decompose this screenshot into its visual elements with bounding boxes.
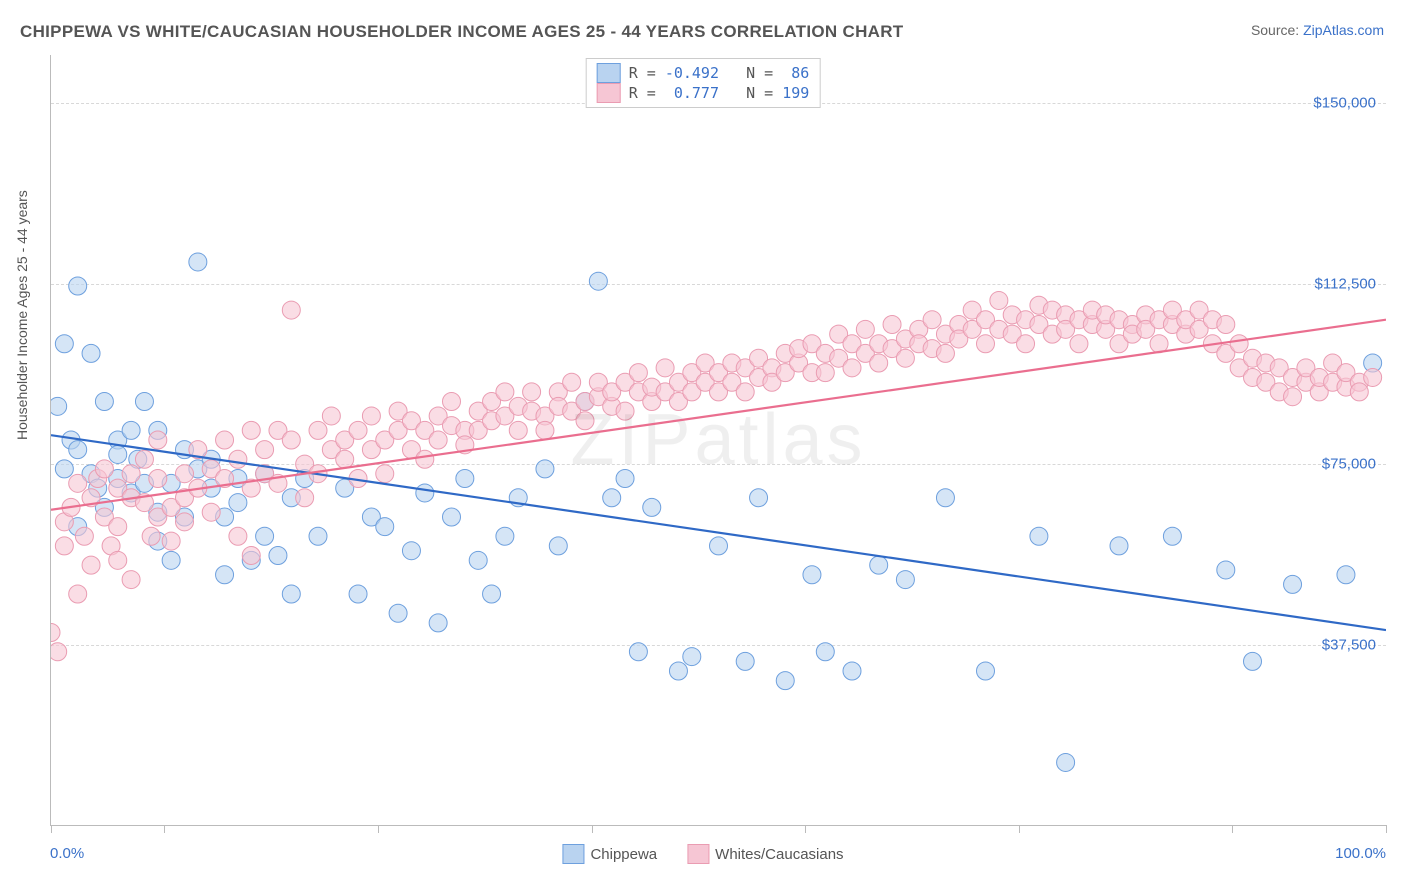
legend-label: Chippewa [590, 846, 657, 863]
x-tick [1019, 825, 1020, 833]
source-label: Source: ZipAtlas.com [1251, 22, 1384, 38]
x-tick [1232, 825, 1233, 833]
legend-swatch [597, 63, 621, 83]
chart-title: CHIPPEWA VS WHITE/CAUCASIAN HOUSEHOLDER … [20, 22, 903, 42]
regression-lines-layer [51, 55, 1386, 825]
legend-swatch [687, 844, 709, 864]
source-link[interactable]: ZipAtlas.com [1303, 22, 1384, 38]
x-tick [164, 825, 165, 833]
x-tick [51, 825, 52, 833]
legend-item: Whites/Caucasians [687, 844, 843, 864]
correlation-legend-row: R = 0.777 N = 199 [597, 83, 810, 103]
x-axis-max-label: 100.0% [1335, 845, 1386, 862]
x-tick [378, 825, 379, 833]
y-axis-label: Householder Income Ages 25 - 44 years [14, 190, 30, 440]
scatter-plot: ZIPatlas $37,500$75,000$112,500$150,000 [50, 55, 1386, 826]
correlation-values: R = -0.492 N = 86 [629, 64, 810, 82]
correlation-legend-row: R = -0.492 N = 86 [597, 63, 810, 83]
regression-line [51, 435, 1386, 630]
x-tick [805, 825, 806, 833]
regression-line [51, 320, 1386, 510]
correlation-legend: R = -0.492 N = 86 R = 0.777 N = 199 [586, 58, 821, 108]
x-tick [1386, 825, 1387, 833]
legend-swatch [562, 844, 584, 864]
x-axis-min-label: 0.0% [50, 845, 84, 862]
legend-label: Whites/Caucasians [715, 846, 843, 863]
legend-item: Chippewa [562, 844, 657, 864]
legend-swatch [597, 83, 621, 103]
source-prefix: Source: [1251, 22, 1303, 38]
correlation-values: R = 0.777 N = 199 [629, 84, 810, 102]
x-tick [592, 825, 593, 833]
bottom-legend: Chippewa Whites/Caucasians [562, 844, 843, 864]
